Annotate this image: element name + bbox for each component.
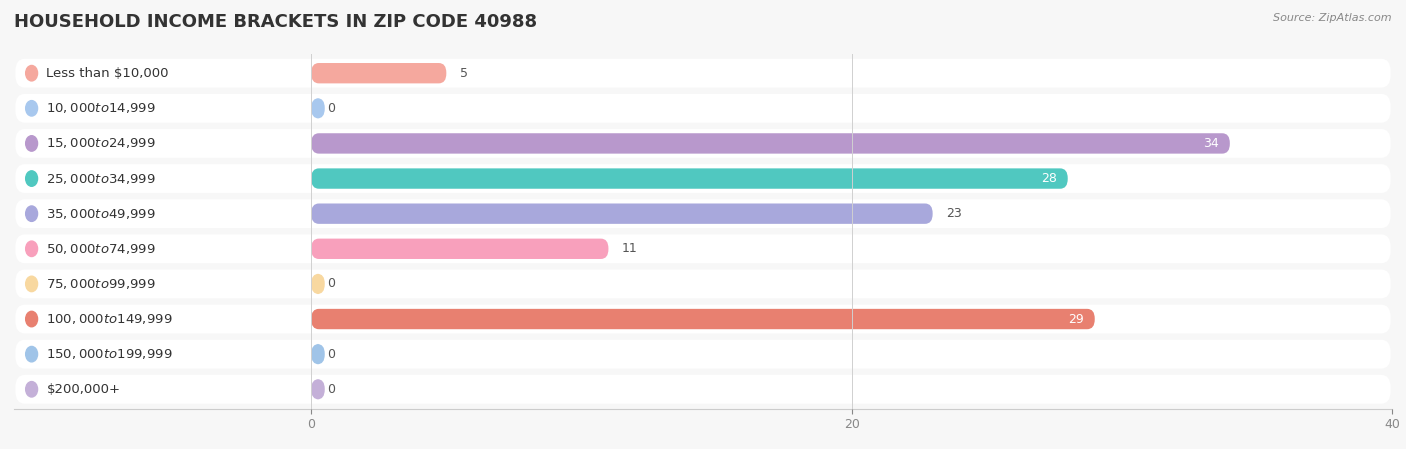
Text: Source: ZipAtlas.com: Source: ZipAtlas.com	[1274, 13, 1392, 23]
Text: 11: 11	[621, 242, 638, 255]
Circle shape	[25, 101, 38, 116]
FancyBboxPatch shape	[15, 340, 1391, 369]
Circle shape	[25, 66, 38, 81]
FancyBboxPatch shape	[15, 94, 1391, 123]
Circle shape	[25, 276, 38, 292]
FancyBboxPatch shape	[17, 202, 309, 225]
Circle shape	[25, 171, 38, 186]
Circle shape	[25, 136, 38, 151]
Text: 0: 0	[328, 383, 336, 396]
Text: 23: 23	[946, 207, 962, 220]
FancyBboxPatch shape	[15, 129, 1391, 158]
FancyBboxPatch shape	[15, 375, 1391, 404]
Text: HOUSEHOLD INCOME BRACKETS IN ZIP CODE 40988: HOUSEHOLD INCOME BRACKETS IN ZIP CODE 40…	[14, 13, 537, 31]
Text: 5: 5	[460, 67, 468, 79]
FancyBboxPatch shape	[15, 269, 1391, 298]
FancyBboxPatch shape	[15, 304, 1391, 334]
FancyBboxPatch shape	[17, 273, 309, 295]
FancyBboxPatch shape	[311, 133, 1230, 154]
Text: $200,000+: $200,000+	[46, 383, 121, 396]
FancyBboxPatch shape	[17, 343, 309, 365]
Text: $35,000 to $49,999: $35,000 to $49,999	[46, 207, 156, 220]
Text: $150,000 to $199,999: $150,000 to $199,999	[46, 347, 173, 361]
FancyBboxPatch shape	[15, 164, 1391, 193]
FancyBboxPatch shape	[17, 97, 309, 119]
Text: 0: 0	[328, 277, 336, 291]
FancyBboxPatch shape	[311, 168, 1067, 189]
FancyBboxPatch shape	[17, 132, 309, 154]
FancyBboxPatch shape	[311, 274, 325, 294]
Text: $50,000 to $74,999: $50,000 to $74,999	[46, 242, 156, 256]
FancyBboxPatch shape	[311, 98, 325, 119]
Text: 0: 0	[328, 348, 336, 361]
FancyBboxPatch shape	[15, 59, 1391, 88]
Text: Less than $10,000: Less than $10,000	[46, 67, 169, 79]
FancyBboxPatch shape	[17, 62, 309, 84]
FancyBboxPatch shape	[311, 309, 1095, 329]
FancyBboxPatch shape	[15, 199, 1391, 228]
FancyBboxPatch shape	[311, 238, 609, 259]
Text: 28: 28	[1040, 172, 1057, 185]
Circle shape	[25, 311, 38, 327]
Circle shape	[25, 206, 38, 221]
Circle shape	[25, 241, 38, 256]
Circle shape	[25, 382, 38, 397]
Text: 0: 0	[328, 102, 336, 115]
FancyBboxPatch shape	[311, 63, 446, 84]
FancyBboxPatch shape	[311, 203, 932, 224]
Text: $10,000 to $14,999: $10,000 to $14,999	[46, 101, 156, 115]
Text: $25,000 to $34,999: $25,000 to $34,999	[46, 172, 156, 185]
Text: 34: 34	[1204, 137, 1219, 150]
FancyBboxPatch shape	[17, 308, 309, 330]
FancyBboxPatch shape	[15, 234, 1391, 263]
Text: 29: 29	[1069, 313, 1084, 326]
Text: $100,000 to $149,999: $100,000 to $149,999	[46, 312, 173, 326]
FancyBboxPatch shape	[17, 167, 309, 190]
Text: $15,000 to $24,999: $15,000 to $24,999	[46, 136, 156, 150]
FancyBboxPatch shape	[311, 344, 325, 364]
FancyBboxPatch shape	[311, 379, 325, 400]
FancyBboxPatch shape	[17, 378, 309, 401]
Text: $75,000 to $99,999: $75,000 to $99,999	[46, 277, 156, 291]
Circle shape	[25, 347, 38, 362]
FancyBboxPatch shape	[17, 238, 309, 260]
